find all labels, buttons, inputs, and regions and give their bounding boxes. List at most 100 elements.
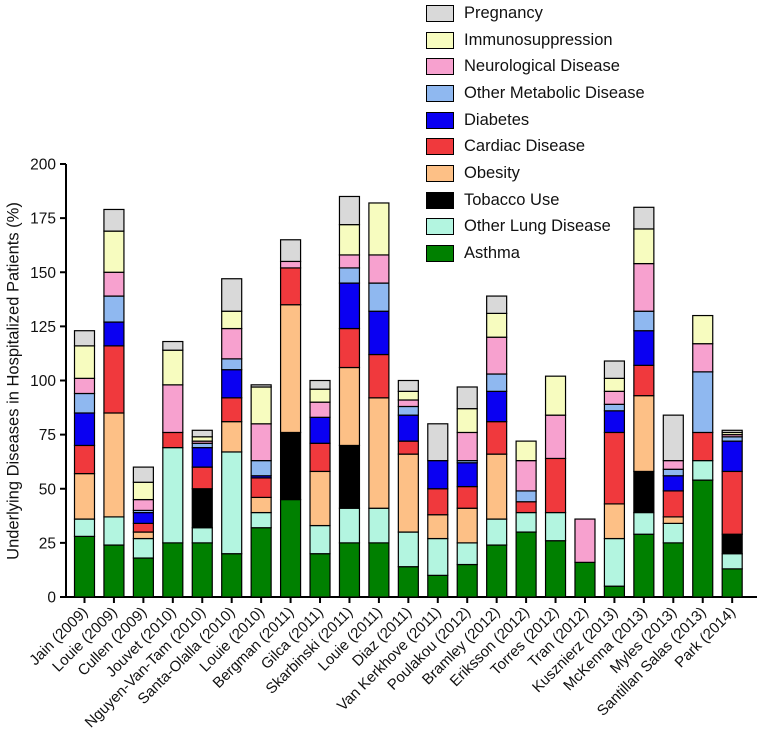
bar-segment-diabetes: [486, 390, 508, 423]
bar-segment-other-lung-disease: [73, 518, 96, 537]
legend-item: Tobacco Use: [426, 187, 645, 214]
bar-segment-other-lung-disease: [633, 511, 655, 535]
bar-segment-pregnancy: [427, 423, 449, 462]
bar-segment-other-metabolic-disease: [486, 373, 508, 392]
bar-segment-neurological-disease: [515, 460, 537, 492]
bar-segment-pregnancy: [338, 195, 361, 226]
legend-label: Obesity: [464, 163, 520, 182]
bar-segment-other-lung-disease: [309, 524, 331, 555]
bar-segment-pregnancy: [456, 386, 478, 410]
bar-segment-immunosuppression: [132, 481, 154, 501]
bar-segment-diabetes: [132, 511, 154, 524]
bar-segment-neurological-disease: [309, 401, 331, 418]
bar-segment-immunosuppression: [162, 349, 184, 386]
bar-segment-asthma: [603, 585, 626, 598]
legend-label: Tobacco Use: [464, 190, 560, 209]
bars: [73, 195, 743, 598]
bar-segment-obesity: [250, 496, 272, 514]
y-tick-label: 25: [39, 535, 56, 552]
bar-segment-cardiac-disease: [221, 397, 243, 423]
bar-segment-other-lung-disease: [603, 537, 626, 587]
bar-segment-other-lung-disease: [103, 516, 125, 546]
bar-segment-obesity: [73, 472, 96, 520]
legend-item: Other Lung Disease: [426, 214, 645, 241]
bar-segment-obesity: [309, 470, 331, 527]
bar-segment-asthma: [221, 553, 243, 598]
bar-segment-immunosuppression: [309, 388, 331, 403]
y-tick-label: 50: [39, 481, 57, 498]
bar-segment-asthma: [721, 568, 743, 598]
bar-segment-immunosuppression: [191, 436, 213, 442]
y-axis-title-wrap: Underlying Diseases in Hospitalized Pati…: [2, 0, 26, 640]
bar-segment-diabetes: [427, 460, 449, 490]
bar-segment-pregnancy: [633, 206, 655, 230]
y-tick-label: 75: [39, 427, 56, 444]
bar-segment-pregnancy: [721, 429, 743, 434]
bar-segment-asthma: [427, 574, 449, 598]
bar-segment-other-lung-disease: [427, 537, 449, 576]
bar-segment-diabetes: [73, 412, 96, 447]
y-tick-label: 150: [30, 265, 56, 282]
bar-segment-other-lung-disease: [162, 447, 184, 544]
bar-segment-immunosuppression: [544, 375, 567, 416]
bar-segment-obesity: [456, 507, 478, 544]
bar-segment-obesity: [486, 453, 508, 520]
bar-segment-cardiac-disease: [279, 267, 302, 306]
bar-segment-other-lung-disease: [132, 537, 154, 559]
legend-swatch: [426, 218, 454, 236]
bar-segment-other-metabolic-disease: [73, 392, 96, 414]
bar-segment-pregnancy: [221, 278, 243, 312]
bar-segment-neurological-disease: [574, 518, 596, 563]
bar-segment-neurological-disease: [279, 260, 302, 269]
bar-segment-other-lung-disease: [338, 507, 361, 544]
bar-segment-pregnancy: [250, 384, 272, 388]
legend-item: Pregnancy: [426, 0, 645, 27]
y-tick-label: 200: [30, 157, 56, 174]
bar-segment-obesity: [397, 453, 419, 533]
bar-segment-cardiac-disease: [486, 421, 508, 455]
bar-segment-other-lung-disease: [368, 507, 390, 544]
bar-segment-pregnancy: [103, 208, 125, 232]
bar-segment-other-lung-disease: [250, 511, 272, 529]
bar-segment-other-lung-disease: [662, 522, 684, 544]
bar-segment-pregnancy: [397, 379, 419, 392]
bar-segment-other-lung-disease: [221, 451, 243, 555]
bar-segment-asthma: [338, 542, 361, 598]
bar-segment-neurological-disease: [103, 271, 125, 297]
bar-segment-tobacco-use: [338, 444, 361, 509]
bar-segment-pregnancy: [309, 379, 331, 390]
bar-segment-immunosuppression: [515, 440, 537, 462]
bar-segment-obesity: [221, 421, 243, 453]
legend-label: Diabetes: [464, 110, 530, 129]
legend-swatch: [426, 31, 454, 49]
bar-segment-neurological-disease: [662, 460, 684, 470]
bar-segment-diabetes: [662, 475, 684, 492]
bar-segment-tobacco-use: [191, 488, 213, 529]
legend-item: Obesity: [426, 160, 645, 187]
bar-segment-cardiac-disease: [132, 522, 154, 533]
bar-segment-neurological-disease: [633, 262, 655, 312]
bar-segment-other-metabolic-disease: [515, 490, 537, 503]
legend-swatch: [426, 191, 454, 209]
bar-segment-cardiac-disease: [368, 353, 390, 399]
bar-segment-cardiac-disease: [456, 485, 478, 509]
bar-segment-asthma: [162, 542, 184, 598]
bar-segment-cardiac-disease: [692, 431, 714, 462]
bar-segment-neurological-disease: [692, 343, 714, 373]
bar-segment-cardiac-disease: [191, 466, 213, 490]
bar-segment-other-metabolic-disease: [721, 436, 743, 442]
bar-segment-diabetes: [603, 410, 626, 434]
bar-segment-other-metabolic-disease: [603, 403, 626, 412]
bar-segment-asthma: [309, 553, 331, 598]
legend-label: Other Lung Disease: [464, 217, 611, 236]
bar-segment-neurological-disease: [221, 327, 243, 360]
bar-segment-asthma: [191, 542, 213, 598]
bar-segment-immunosuppression: [73, 345, 96, 379]
bar-segment-pregnancy: [132, 466, 154, 483]
bar-segment-cardiac-disease: [427, 488, 449, 516]
legend-item: Immunosuppression: [426, 27, 645, 54]
bar-segment-diabetes: [221, 369, 243, 399]
bar-segment-tobacco-use: [279, 431, 302, 501]
bar-segment-neurological-disease: [338, 254, 361, 269]
